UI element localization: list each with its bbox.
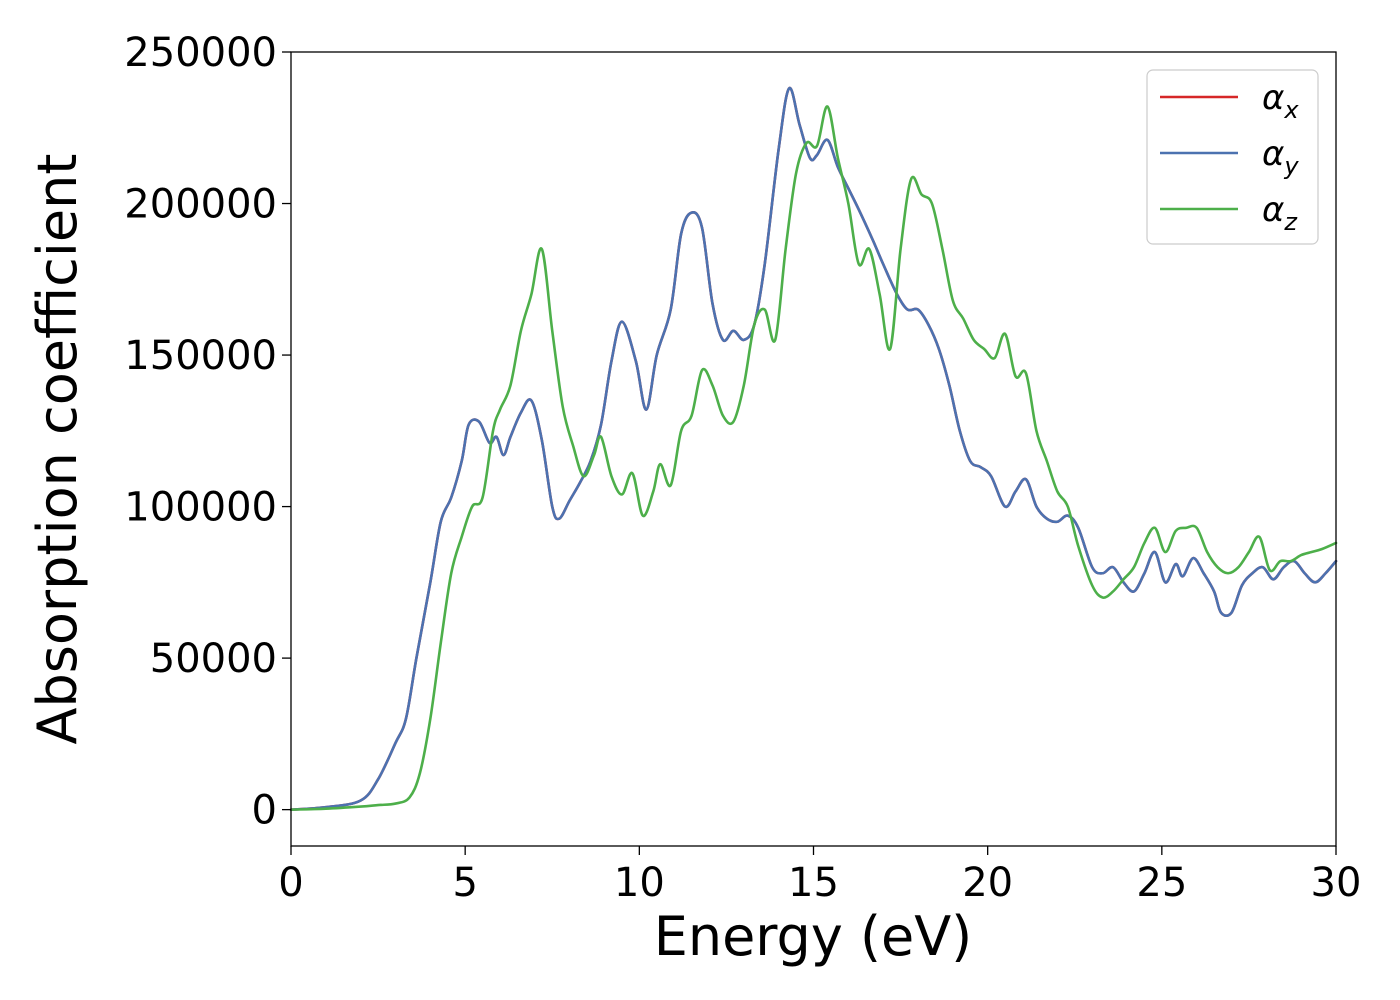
y-tick-label: 250000 [124,30,277,76]
y-tick-label: 50000 [150,636,277,682]
series-layer [289,86,1338,811]
x-tick-label: 15 [788,860,839,906]
x-axis: 0 5 10 15 20 25 30 [278,846,1361,906]
x-tick-label: 30 [1311,860,1362,906]
y-axis-title: Absorption coefficient [26,154,89,745]
y-tick-label: 0 [252,788,277,834]
x-axis-title: Energy (eV) [654,905,973,968]
x-tick-label: 20 [962,860,1013,906]
x-tick-label: 10 [614,860,665,906]
series-line-z [289,105,1338,811]
x-tick-label: 25 [1136,860,1187,906]
series-line-y [289,86,1338,811]
x-tick-label: 0 [278,860,303,906]
x-tick-label: 5 [452,860,477,906]
y-tick-label: 100000 [124,485,277,531]
y-axis: 0 50000 100000 150000 200000 250000 [124,30,291,834]
legend-box [1146,69,1319,245]
y-tick-label: 200000 [124,182,277,228]
y-tick-label: 150000 [124,333,277,379]
